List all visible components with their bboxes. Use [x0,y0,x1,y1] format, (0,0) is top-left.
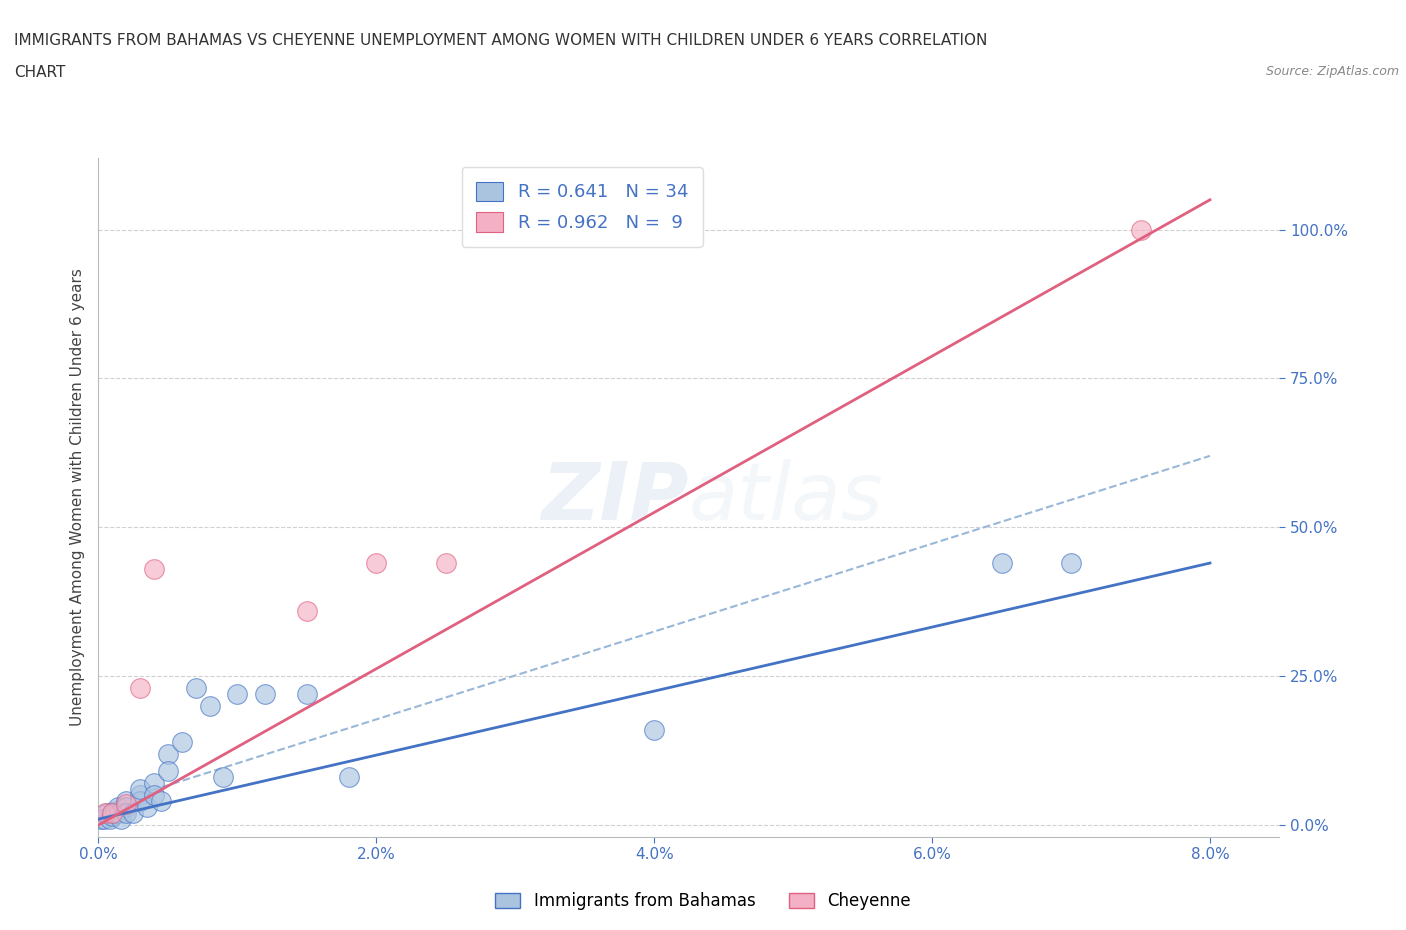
Point [90,812,112,827]
Y-axis label: Unemployment Among Women with Children Under 6 years: Unemployment Among Women with Children U… [70,269,86,726]
Point [115,797,138,812]
Point [366,555,388,570]
Point [96,805,118,820]
Point [184,681,207,696]
Point [212,770,235,785]
Point [1129,222,1152,237]
Text: IMMIGRANTS FROM BAHAMAS VS CHEYENNE UNEMPLOYMENT AMONG WOMEN WITH CHILDREN UNDER: IMMIGRANTS FROM BAHAMAS VS CHEYENNE UNEM… [14,33,987,47]
Point [115,805,138,820]
Text: ZIP: ZIP [541,458,689,537]
Point [101,809,124,824]
Point [136,800,159,815]
Point [101,805,124,820]
Point [115,800,138,815]
Point [104,805,127,820]
Point [107,800,129,815]
Point [143,776,166,790]
Point [93,812,115,827]
Point [94,805,117,820]
Point [143,562,166,577]
Point [110,812,132,827]
Point [108,805,131,820]
Point [295,686,318,701]
Legend: Immigrants from Bahamas, Cheyenne: Immigrants from Bahamas, Cheyenne [489,885,917,917]
Point [156,764,179,779]
Legend: R = 0.641   N = 34, R = 0.962   N =  9: R = 0.641 N = 34, R = 0.962 N = 9 [461,167,703,246]
Point [254,686,277,701]
Point [98,812,121,827]
Point [295,604,318,618]
Point [101,805,124,820]
Point [156,746,179,761]
Point [143,788,166,803]
Point [129,681,152,696]
Point [1060,555,1083,570]
Point [129,788,152,803]
Point [434,555,457,570]
Point [115,794,138,809]
Text: CHART: CHART [14,65,66,80]
Point [129,782,152,797]
Point [149,794,172,809]
Point [170,735,193,750]
Point [990,555,1012,570]
Point [226,686,249,701]
Text: atlas: atlas [689,458,884,537]
Point [122,805,145,820]
Point [198,698,221,713]
Point [337,770,360,785]
Text: Source: ZipAtlas.com: Source: ZipAtlas.com [1265,65,1399,78]
Point [129,794,152,809]
Point [643,723,665,737]
